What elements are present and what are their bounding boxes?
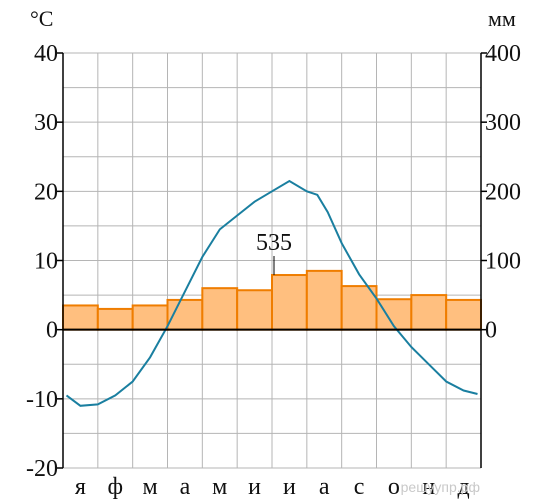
month-label: м (142, 474, 157, 500)
month-label: я (75, 474, 86, 500)
precipitation-bar (236, 289, 274, 331)
watermark: решуупр.рф (401, 479, 480, 495)
temperature-line (65, 179, 478, 407)
left-tick-label: 10 (34, 249, 58, 275)
left-axis-unit: °C (30, 6, 53, 31)
precipitation-bar (201, 287, 239, 331)
left-tick-label: 20 (34, 179, 58, 205)
month-label: а (180, 474, 191, 500)
month-label: а (319, 474, 330, 500)
annual-precipitation-total: 535 (256, 230, 292, 256)
left-tick-label: 30 (34, 110, 58, 136)
precipitation-bar (305, 269, 343, 331)
precipitation-bar (131, 304, 169, 331)
right-tick-label: 0 (485, 318, 497, 344)
month-label: м (212, 474, 227, 500)
precipitation-bar (96, 307, 134, 331)
month-label: д (457, 474, 469, 500)
month-label: с (354, 474, 365, 500)
left-axis-ticks: 40 30 20 10 0 -10 -20 (26, 41, 63, 482)
month-label: о (388, 474, 400, 500)
precipitation-bar (271, 274, 308, 331)
right-tick-label: 400 (485, 41, 521, 67)
month-label: ф (107, 474, 123, 500)
right-axis-ticks: 400 300 200 100 0 (481, 41, 521, 344)
right-axis-unit: мм (488, 6, 516, 31)
left-tick-label: -20 (26, 456, 58, 482)
precipitation-bar (62, 304, 99, 331)
grid (62, 52, 482, 469)
left-tick-label: -10 (26, 387, 58, 413)
month-label: и (283, 474, 296, 500)
left-tick-label: 0 (46, 318, 58, 344)
precipitation-bar (340, 285, 378, 331)
precipitation-bars (62, 269, 482, 331)
right-tick-label: 100 (485, 249, 521, 275)
month-label: и (248, 474, 261, 500)
right-tick-label: 300 (485, 110, 521, 136)
precipitation-bar (445, 298, 482, 331)
right-tick-label: 200 (485, 179, 521, 205)
precipitation-bar (410, 294, 448, 331)
month-label: н (422, 474, 435, 500)
left-tick-label: 40 (34, 41, 58, 67)
